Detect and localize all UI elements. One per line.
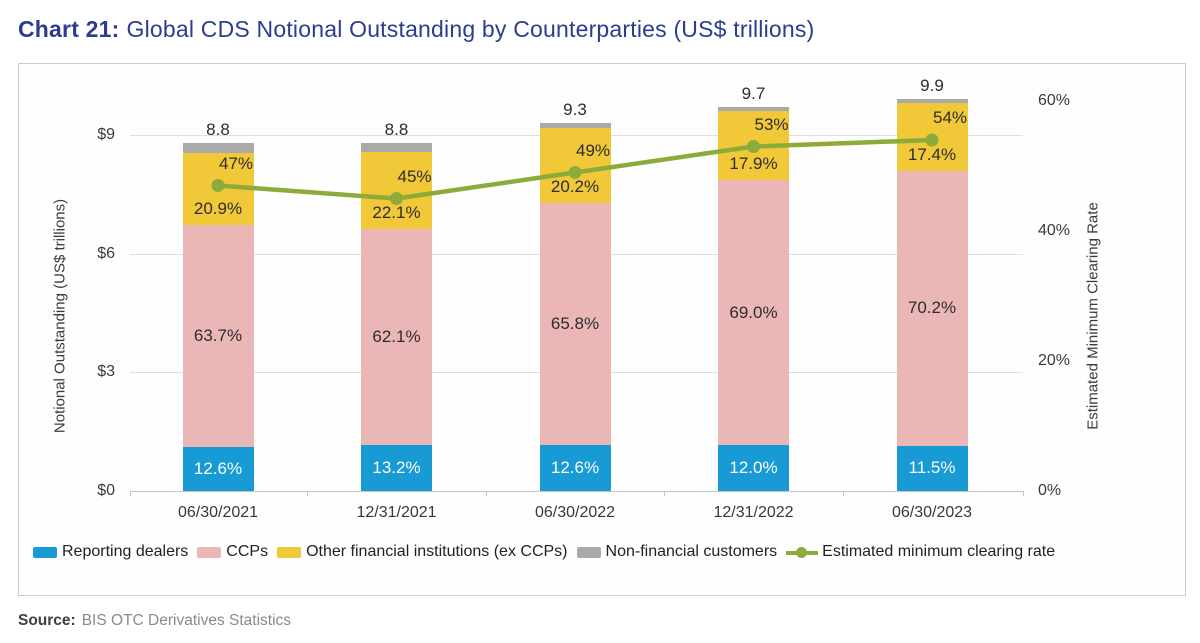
source-text: BIS OTC Derivatives Statistics bbox=[81, 612, 292, 629]
legend-label: Non-financial customers bbox=[605, 543, 778, 560]
right-axis-tick: 40% bbox=[1038, 222, 1071, 239]
bar-segment-reporting-dealers bbox=[539, 444, 611, 491]
bar-segment-label: 12.6% bbox=[193, 459, 243, 479]
bar-segment-reporting-dealers bbox=[718, 444, 789, 491]
bar-segment-ccps bbox=[896, 171, 968, 446]
left-axis-tick: $9 bbox=[97, 125, 115, 143]
x-axis-label: 06/30/2021 bbox=[177, 504, 259, 521]
legend-swatch-icon bbox=[277, 546, 302, 558]
bar-segment-non-financial-customers bbox=[539, 123, 611, 129]
left-axis-tick: $6 bbox=[97, 244, 115, 262]
clearing-rate-label: 49% bbox=[575, 140, 611, 160]
bar-segment-label: 17.4% bbox=[907, 145, 957, 165]
x-axis-tick bbox=[307, 491, 309, 496]
bar-segment-label: 63.7% bbox=[193, 326, 243, 346]
legend-item: Non-financial customers bbox=[576, 543, 778, 561]
bar-segment-label: 65.8% bbox=[550, 313, 600, 333]
bar-total-label: 9.3 bbox=[563, 100, 587, 120]
left-axis-tick: $0 bbox=[97, 482, 115, 499]
bar-segment-label: 17.9% bbox=[729, 154, 778, 174]
x-axis-label: 12/31/2021 bbox=[356, 504, 437, 521]
source-note: Source: BIS OTC Derivatives Statistics bbox=[18, 612, 291, 630]
bar-segment-reporting-dealers bbox=[361, 445, 432, 491]
bar-segment-label: 13.2% bbox=[372, 458, 421, 478]
clearing-rate-label: 53% bbox=[754, 114, 789, 134]
bar-total-label: 8.8 bbox=[206, 119, 230, 139]
legend-label: Other financial institutions (ex CCPs) bbox=[306, 543, 568, 560]
right-axis-tick: 20% bbox=[1038, 352, 1071, 369]
bar-segment-label: 20.2% bbox=[550, 176, 600, 196]
legend-label: Reporting dealers bbox=[62, 543, 189, 560]
bar-total-label: 9.9 bbox=[920, 76, 944, 96]
left-axis-tick: $3 bbox=[97, 363, 115, 381]
legend-item: Estimated minimum clearing rate bbox=[786, 543, 1055, 561]
x-axis-label: 06/30/2023 bbox=[891, 504, 973, 521]
bar-segment-label: 11.5% bbox=[908, 458, 956, 478]
bar-total-label: 8.8 bbox=[384, 119, 409, 139]
legend-swatch-icon bbox=[33, 546, 57, 558]
clearing-rate-label: 45% bbox=[397, 166, 432, 186]
left-axis-title: Notional Outstanding (US$ trillions) bbox=[51, 198, 69, 434]
chart-title-prefix: Chart 21: bbox=[18, 16, 120, 42]
x-axis-tick bbox=[842, 491, 844, 496]
legend-swatch-icon bbox=[576, 546, 601, 558]
chart-title-text: Global CDS Notional Outstanding by Count… bbox=[126, 16, 815, 42]
right-axis-tick: 60% bbox=[1038, 92, 1071, 109]
chart-title: Chart 21: Global CDS Notional Outstanding… bbox=[18, 16, 814, 43]
legend-label: Estimated minimum clearing rate bbox=[822, 543, 1056, 560]
bar-segment-label: 22.1% bbox=[372, 202, 421, 222]
chart-legend: Reporting dealers CCPs Other financial ins… bbox=[33, 540, 1177, 564]
legend-item: CCPs bbox=[197, 543, 268, 561]
bar-segment-ccps bbox=[361, 228, 432, 446]
source-label: Source: bbox=[18, 612, 76, 629]
legend-label: CCPs bbox=[226, 543, 269, 560]
x-axis-label: 12/31/2022 bbox=[713, 504, 794, 521]
bar-segment-non-financial-customers bbox=[182, 142, 254, 153]
x-axis-tick bbox=[130, 491, 131, 496]
bar-segment-label: 12.6% bbox=[550, 457, 600, 477]
gridline-$0 bbox=[130, 491, 1023, 492]
bar-segment-non-financial-customers bbox=[896, 99, 968, 103]
bar-segment-label: 70.2% bbox=[907, 298, 957, 318]
bar-segment-non-financial-customers bbox=[718, 107, 789, 112]
legend-swatch-icon bbox=[197, 546, 222, 558]
bar-total-label: 9.7 bbox=[741, 84, 766, 104]
x-axis-tick bbox=[1023, 491, 1024, 496]
bar-segment-ccps bbox=[718, 180, 789, 445]
legend-item: Reporting dealers bbox=[33, 543, 188, 561]
right-axis-title: Estimated Minimum Clearing Rate bbox=[1084, 202, 1102, 430]
x-axis-label: 06/30/2022 bbox=[534, 504, 616, 521]
chart-area: Notional Outstanding (US$ trillions) Est… bbox=[18, 63, 1186, 596]
bar-segment-ccps bbox=[539, 202, 611, 445]
legend-line-icon bbox=[786, 546, 819, 559]
bar-segment-reporting-dealers bbox=[182, 447, 254, 491]
bar-segment-label: 20.9% bbox=[193, 199, 243, 219]
bar-segment-ccps bbox=[182, 225, 254, 448]
bar-segment-label: 69.0% bbox=[729, 302, 778, 322]
clearing-rate-label: 47% bbox=[218, 153, 254, 173]
clearing-rate-label: 54% bbox=[932, 108, 968, 127]
bar-segment-non-financial-customers bbox=[361, 142, 432, 152]
bar-segment-label: 62.1% bbox=[372, 326, 421, 346]
legend-item: Other financial institutions (ex CCPs) bbox=[277, 543, 568, 561]
x-axis-tick bbox=[485, 491, 487, 496]
right-axis-tick: 0% bbox=[1038, 482, 1062, 499]
bar-segment-label: 12.0% bbox=[729, 457, 778, 477]
bar-segment-reporting-dealers bbox=[896, 445, 968, 491]
x-axis-tick bbox=[664, 491, 666, 496]
